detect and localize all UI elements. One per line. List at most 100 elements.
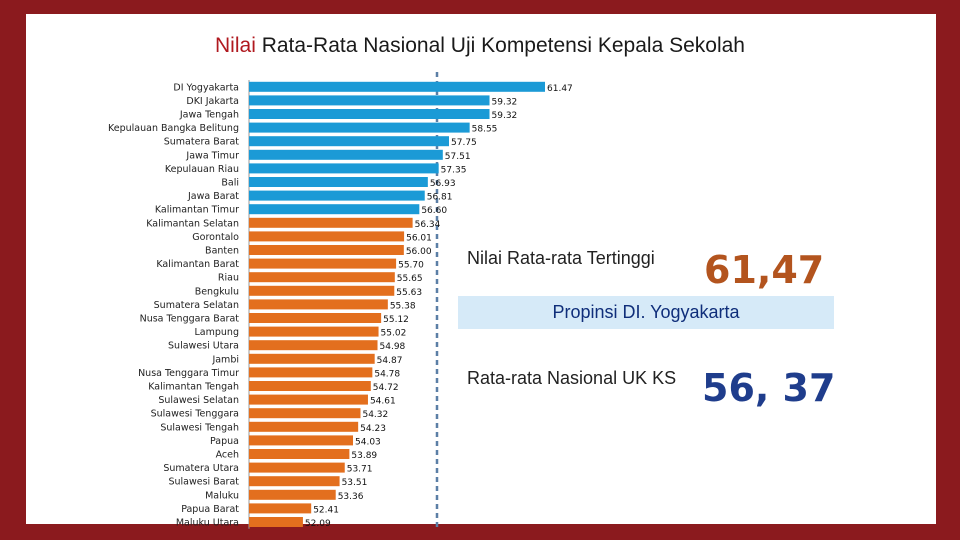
value-label: 55.70 bbox=[398, 261, 424, 271]
value-label: 56.93 bbox=[430, 179, 456, 189]
category-label: Nusa Tenggara Timur bbox=[138, 368, 239, 379]
category-label: Kalimantan Tengah bbox=[148, 382, 239, 393]
category-label: DI Yogyakarta bbox=[173, 82, 239, 93]
value-label: 56.01 bbox=[406, 233, 432, 243]
category-label: Kepulauan Bangka Belitung bbox=[108, 123, 239, 134]
bar bbox=[249, 217, 413, 228]
category-label: Sulawesi Selatan bbox=[158, 395, 239, 406]
bar bbox=[249, 204, 420, 215]
bar bbox=[249, 299, 388, 310]
value-label: 55.63 bbox=[396, 288, 422, 298]
bar bbox=[249, 245, 404, 255]
category-label: Nusa Tenggara Barat bbox=[140, 314, 240, 325]
category-label: Papua Barat bbox=[181, 504, 239, 515]
bar bbox=[249, 367, 373, 378]
value-label: 54.87 bbox=[377, 356, 403, 366]
bar bbox=[249, 258, 397, 269]
value-label: 61.47 bbox=[547, 84, 573, 94]
value-label: 58.55 bbox=[472, 125, 498, 135]
category-label: Sumatera Barat bbox=[164, 137, 240, 148]
bar bbox=[249, 476, 340, 487]
value-label: 55.38 bbox=[390, 301, 416, 311]
value-label: 56.34 bbox=[415, 220, 441, 230]
value-label: 54.32 bbox=[362, 410, 388, 420]
value-label: 59.32 bbox=[492, 97, 518, 107]
chart-title: Nilai Rata-Rata Nasional Uji Kompetensi … bbox=[0, 34, 960, 58]
value-label: 54.78 bbox=[374, 369, 400, 379]
category-label: Jambi bbox=[211, 354, 239, 365]
category-label: Sumatera Selatan bbox=[154, 300, 239, 311]
category-label: Maluku bbox=[205, 490, 239, 501]
value-label: 54.72 bbox=[373, 383, 399, 393]
bar bbox=[249, 177, 428, 187]
category-label: Jawa Barat bbox=[187, 191, 239, 202]
category-label: Aceh bbox=[216, 450, 239, 461]
category-label: Kalimantan Selatan bbox=[146, 218, 239, 229]
bar bbox=[249, 163, 439, 174]
bar bbox=[249, 394, 368, 405]
highest-label: Nilai Rata-rata Tertinggi bbox=[467, 248, 655, 268]
bar bbox=[249, 326, 379, 337]
bar bbox=[249, 353, 375, 364]
value-label: 53.36 bbox=[338, 492, 364, 502]
title-rest: Rata-Rata Nasional Uji Kompetensi Kepala… bbox=[261, 34, 745, 57]
bar bbox=[249, 149, 443, 160]
bar bbox=[249, 285, 395, 296]
category-label: Banten bbox=[205, 246, 239, 257]
category-label: Sulawesi Tenggara bbox=[151, 409, 239, 420]
category-label: Sulawesi Tengah bbox=[160, 422, 239, 433]
value-label: 54.61 bbox=[370, 397, 396, 407]
bar bbox=[249, 421, 359, 432]
value-label: 55.12 bbox=[383, 315, 409, 325]
bar bbox=[249, 109, 490, 119]
bar bbox=[249, 313, 382, 323]
value-label: 55.65 bbox=[397, 274, 423, 284]
value-label: 52.09 bbox=[305, 519, 331, 529]
bar bbox=[249, 462, 345, 473]
national-value: 56, 37 bbox=[702, 366, 836, 410]
value-label: 56.60 bbox=[421, 206, 447, 216]
highest-province: Propinsi DI. Yogyakarta bbox=[552, 302, 740, 322]
bar bbox=[249, 408, 361, 419]
category-label: Gorontalo bbox=[192, 232, 239, 243]
national-label: Rata-rata Nasional UK KS bbox=[467, 368, 677, 388]
bar bbox=[249, 136, 449, 147]
category-label: Kepulauan Riau bbox=[165, 164, 239, 175]
category-label: Bali bbox=[221, 178, 239, 189]
province-banner: Propinsi DI. Yogyakarta bbox=[458, 296, 834, 329]
bar bbox=[249, 272, 395, 283]
bar bbox=[249, 95, 490, 106]
category-label: DKI Jakarta bbox=[186, 96, 239, 107]
value-label: 59.32 bbox=[492, 111, 518, 121]
bar bbox=[249, 449, 350, 459]
title-highlight: Nilai bbox=[215, 34, 256, 57]
category-label: Lampung bbox=[195, 327, 239, 338]
value-label: 54.23 bbox=[360, 424, 386, 434]
value-label: 53.89 bbox=[351, 451, 377, 461]
bar bbox=[249, 81, 545, 92]
value-label: 57.51 bbox=[445, 152, 471, 162]
value-label: 54.03 bbox=[355, 437, 381, 447]
category-label: Sulawesi Utara bbox=[168, 341, 239, 352]
value-label: 53.51 bbox=[342, 478, 368, 488]
category-label: Kalimantan Barat bbox=[156, 259, 239, 270]
value-label: 56.00 bbox=[406, 247, 432, 257]
category-label: Jawa Timur bbox=[185, 150, 239, 161]
value-label: 57.75 bbox=[451, 138, 477, 148]
category-label: Papua bbox=[210, 436, 239, 447]
bar bbox=[249, 435, 353, 446]
bar bbox=[249, 122, 470, 133]
category-label: Sulawesi Barat bbox=[168, 477, 239, 488]
bar bbox=[249, 517, 303, 527]
value-label: 53.71 bbox=[347, 465, 373, 475]
category-label: Bengkulu bbox=[195, 286, 239, 297]
bar bbox=[249, 489, 336, 500]
value-label: 57.35 bbox=[441, 165, 467, 175]
bar bbox=[249, 190, 425, 201]
category-label: Jawa Tengah bbox=[179, 110, 239, 121]
category-label: Sumatera Utara bbox=[163, 463, 239, 474]
category-label: Maluku Utara bbox=[176, 518, 239, 529]
value-label: 52.41 bbox=[313, 505, 339, 515]
bar bbox=[249, 340, 378, 351]
